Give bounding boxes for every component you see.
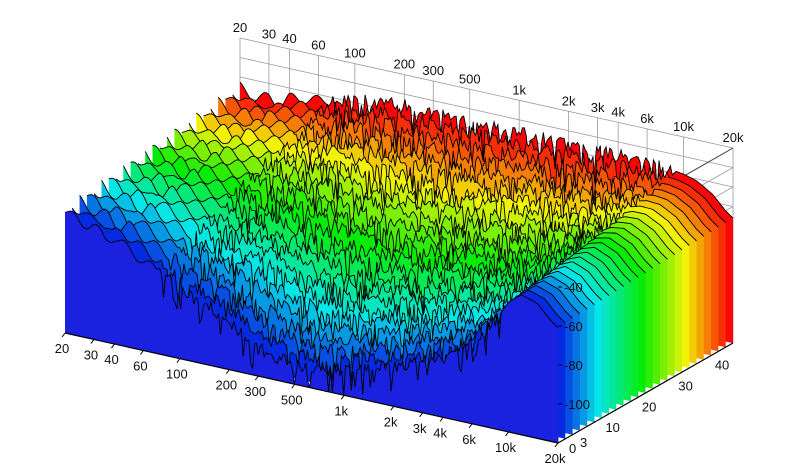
- frequency-tick-label-top: 20k: [723, 130, 744, 145]
- frequency-tick-label: 100: [166, 367, 188, 382]
- frequency-tick: [419, 412, 424, 418]
- frequency-tick: [505, 431, 509, 437]
- frequency-tick: [468, 423, 473, 429]
- frequency-tick-label: 3k: [413, 421, 427, 436]
- frequency-tick: [176, 358, 181, 363]
- time-tick-label: 20: [642, 399, 656, 414]
- frequency-tick-label: 4k: [433, 425, 447, 440]
- slice-trace: [144, 151, 639, 288]
- frequency-tick: [554, 442, 559, 448]
- time-tick-label: 10: [605, 420, 619, 435]
- frequency-tick-label: 1k: [334, 403, 348, 418]
- slice-trace: [181, 129, 676, 256]
- slice-trace: [86, 194, 581, 367]
- grid-line-horizontal: [239, 37, 734, 149]
- frequency-tick-label-top: 10k: [673, 119, 694, 134]
- slice-trace: [108, 177, 603, 337]
- frequency-tick: [390, 406, 395, 411]
- frequency-tick: [254, 375, 259, 381]
- frequency-tick-label-top: 1k: [512, 82, 526, 97]
- frequency-tick-label: 300: [244, 384, 266, 399]
- frequency-tick-label: 500: [281, 392, 303, 407]
- waterfall-slices: [64, 81, 734, 443]
- slice: [64, 210, 559, 443]
- level-tick-label: -80: [564, 358, 583, 373]
- slice-trace: [64, 210, 559, 396]
- frequency-tick-label-top: 20: [233, 20, 247, 35]
- frequency-tick-label-top: 40: [282, 31, 296, 46]
- slice-fill: [65, 211, 558, 443]
- time-tick-label: 3: [580, 435, 587, 450]
- frequency-tick-label-top: 30: [262, 26, 276, 41]
- slice-trace: [196, 112, 690, 246]
- grid-line-horizontal: [239, 57, 734, 168]
- frequency-tick: [140, 350, 144, 355]
- frequency-tick-label: 40: [104, 352, 118, 367]
- frequency-tick-label-top: 300: [422, 63, 444, 78]
- time-axis-line: [557, 342, 734, 444]
- level-tick-label: -100: [564, 397, 590, 412]
- frequency-tick-label-top: 6k: [640, 111, 654, 126]
- axes: [61, 286, 734, 448]
- level-tick-label: -60: [564, 319, 583, 334]
- frequency-tick-label: 2k: [384, 414, 398, 429]
- slice-trace: [79, 194, 573, 375]
- slice-trace: [115, 178, 610, 328]
- frequency-tick-label-top: 4k: [611, 104, 625, 119]
- frequency-tick-label-top: 100: [344, 46, 366, 61]
- frequency-tick-label-top: 60: [311, 37, 325, 52]
- slice-trace: [130, 161, 624, 309]
- frequency-tick-label-top: 2k: [562, 93, 576, 108]
- frequency-tick-label: 60: [133, 358, 147, 373]
- level-tick-label: -40: [564, 280, 583, 295]
- frequency-tick: [90, 339, 95, 344]
- frequency-tick-label: 20k: [545, 451, 566, 466]
- frequency-tick-label-top: 3k: [591, 100, 605, 115]
- frequency-tick-label: 200: [215, 378, 237, 393]
- tick-labels: 2020303040406060100100200200300300500500…: [55, 20, 744, 466]
- time-tick-label: 30: [678, 379, 692, 394]
- frequency-tick-label: 30: [84, 347, 98, 362]
- frequency-tick: [61, 332, 66, 338]
- frequency-tick: [340, 394, 345, 400]
- frequency-tick-label-top: 500: [459, 71, 481, 86]
- frequency-tick: [439, 417, 444, 422]
- time-tick-label: 0: [569, 441, 576, 456]
- slice-trace: [159, 146, 654, 269]
- time-tick-label: 40: [715, 358, 729, 373]
- frequency-tick: [291, 383, 296, 389]
- frequency-axis-line: [64, 332, 559, 444]
- frequency-tick-label: 20: [55, 341, 69, 356]
- frequency-tick-label: 6k: [462, 432, 476, 447]
- frequency-tick-label: 10k: [495, 440, 516, 455]
- frequency-tick: [225, 369, 230, 374]
- frequency-tick-label-top: 200: [393, 57, 415, 72]
- frequency-tick: [111, 343, 115, 349]
- slice-trace: [152, 145, 646, 282]
